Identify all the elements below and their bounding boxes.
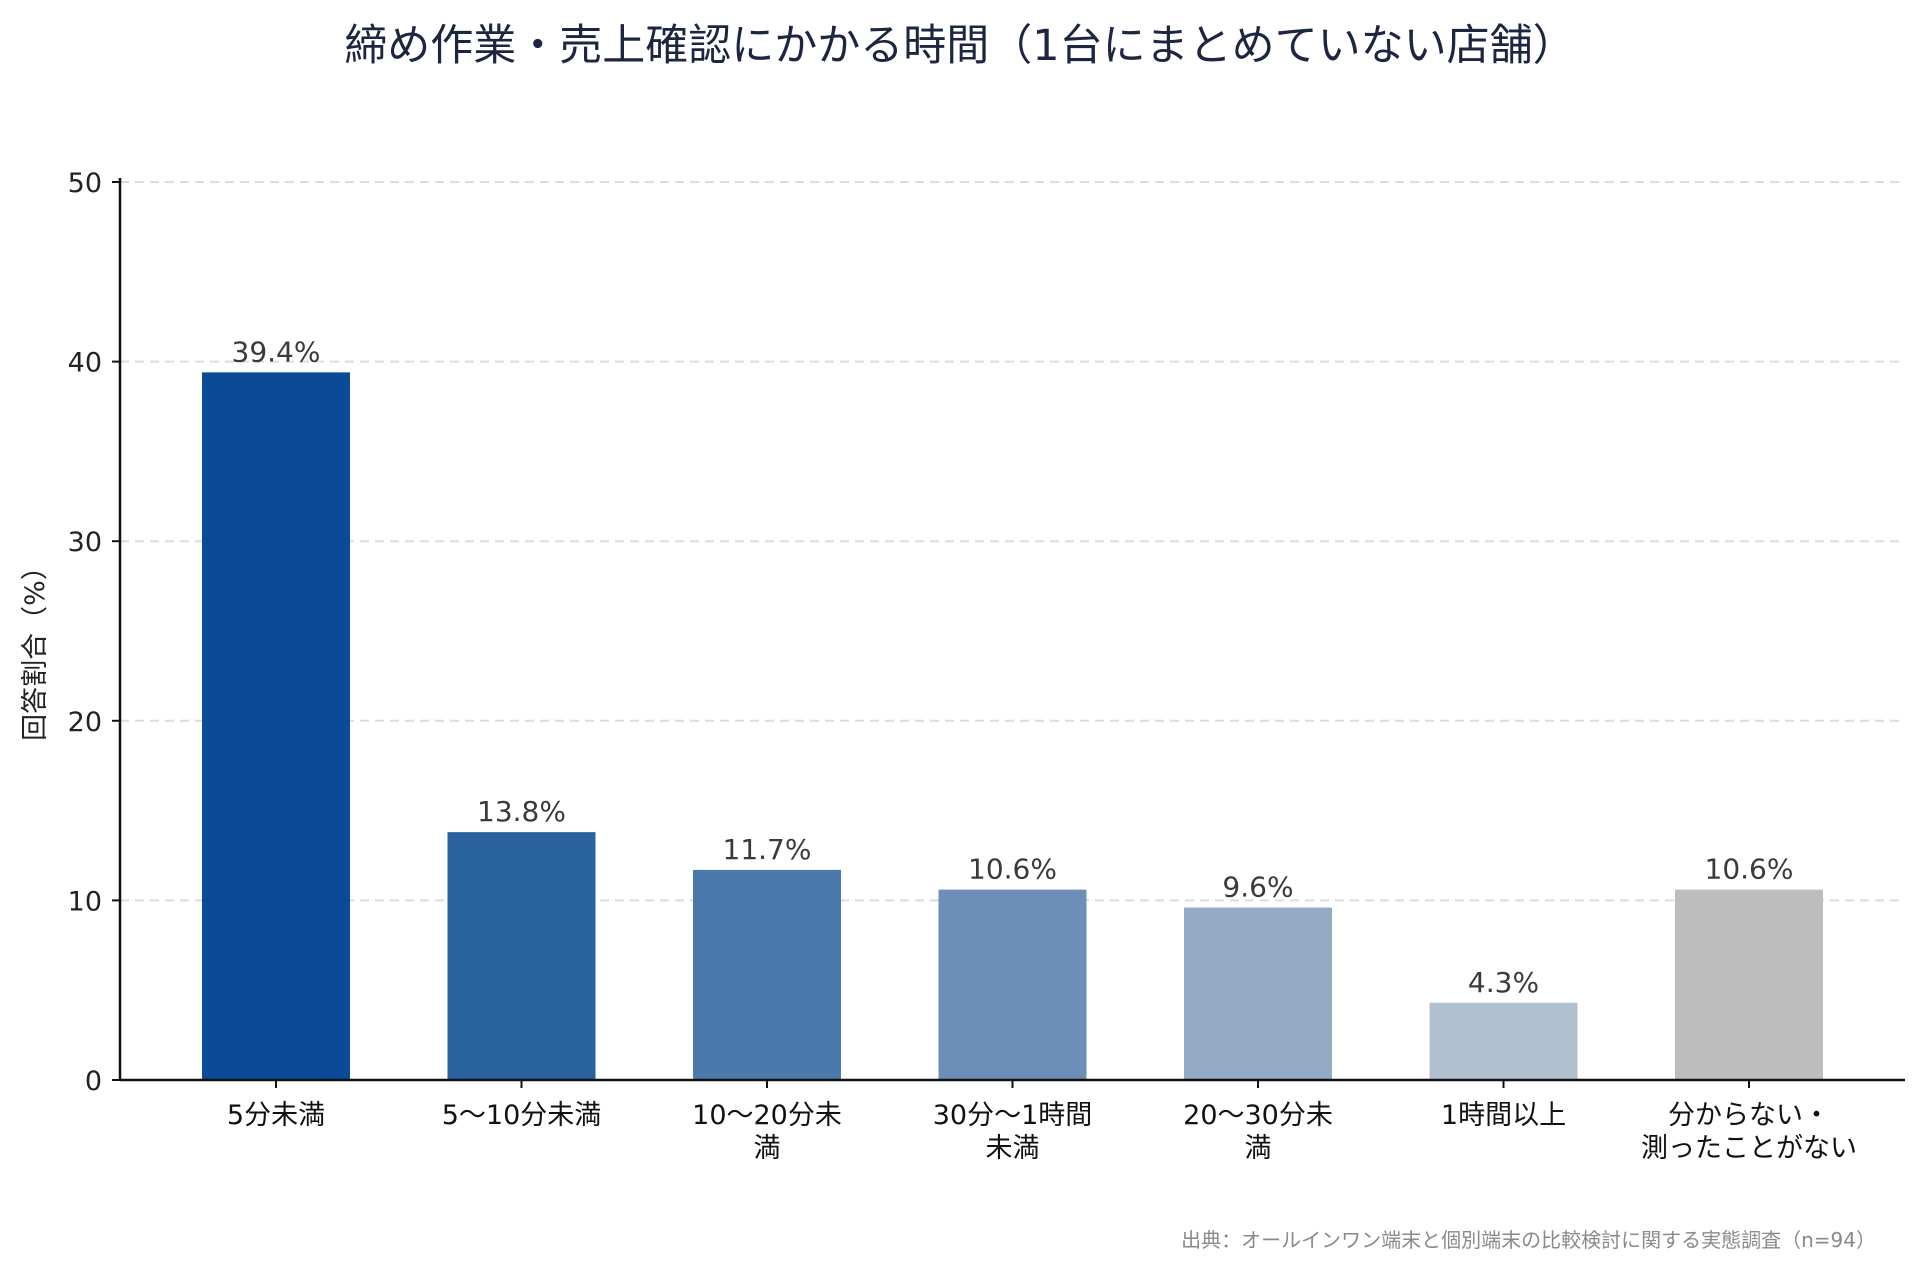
y-tick-label: 30 — [68, 527, 102, 558]
category-label: 5分未満 — [227, 1100, 325, 1131]
bar — [1184, 907, 1332, 1080]
data-label: 39.4% — [232, 335, 321, 368]
category-label-line: 5分未満 — [227, 1100, 325, 1131]
category-label: 30分〜1時間未満 — [933, 1100, 1093, 1164]
category-label-line: 満 — [754, 1133, 781, 1164]
y-axis-title: 回答割合（%） — [20, 553, 51, 741]
bar — [1675, 889, 1823, 1080]
data-label: 11.7% — [723, 833, 812, 866]
data-label: 13.8% — [477, 795, 566, 828]
gridlines — [120, 181, 1905, 902]
category-label: 5〜10分未満 — [442, 1100, 602, 1131]
category-label: 分からない・測ったことがない — [1641, 1100, 1857, 1164]
bars — [202, 372, 1823, 1081]
y-tick-label: 40 — [68, 348, 102, 379]
category-label-line: 5〜10分未満 — [442, 1100, 602, 1131]
chart-title: 締め作業・売上確認にかかる時間（1台にまとめていない店舗） — [344, 21, 1575, 71]
category-label-line: 分からない・ — [1668, 1100, 1830, 1131]
category-label: 10〜20分未満 — [692, 1100, 842, 1164]
category-label-line: 未満 — [986, 1133, 1040, 1164]
bar — [202, 372, 350, 1081]
axes — [112, 178, 1905, 1088]
category-label-line: 満 — [1245, 1133, 1272, 1164]
y-tick-label: 0 — [85, 1066, 102, 1097]
category-label-line: 30分〜1時間 — [933, 1100, 1093, 1131]
y-tick-label: 20 — [68, 707, 102, 738]
labels: 39.4%5分未満13.8%5〜10分未満11.7%10〜20分未満10.6%3… — [68, 168, 1857, 1164]
category-label: 20〜30分未満 — [1183, 1100, 1333, 1164]
category-label: 1時間以上 — [1441, 1100, 1566, 1131]
data-label: 4.3% — [1468, 966, 1539, 999]
category-label-line: 10〜20分未 — [692, 1100, 842, 1131]
data-label: 9.6% — [1222, 871, 1293, 904]
y-tick-label: 50 — [68, 168, 102, 199]
bar — [447, 832, 596, 1080]
bar — [693, 869, 841, 1080]
y-tick-label: 10 — [68, 886, 102, 917]
data-label: 10.6% — [968, 853, 1057, 886]
bar — [938, 889, 1087, 1080]
category-label-line: 20〜30分未 — [1183, 1100, 1333, 1131]
bar — [1429, 1002, 1578, 1080]
data-label: 10.6% — [1705, 853, 1794, 886]
category-label-line: 測ったことがない — [1641, 1133, 1857, 1164]
source-note: 出典：オールインワン端末と個別端末の比較検討に関する実態調査（n=94） — [1181, 1228, 1876, 1252]
category-label-line: 1時間以上 — [1441, 1100, 1566, 1131]
